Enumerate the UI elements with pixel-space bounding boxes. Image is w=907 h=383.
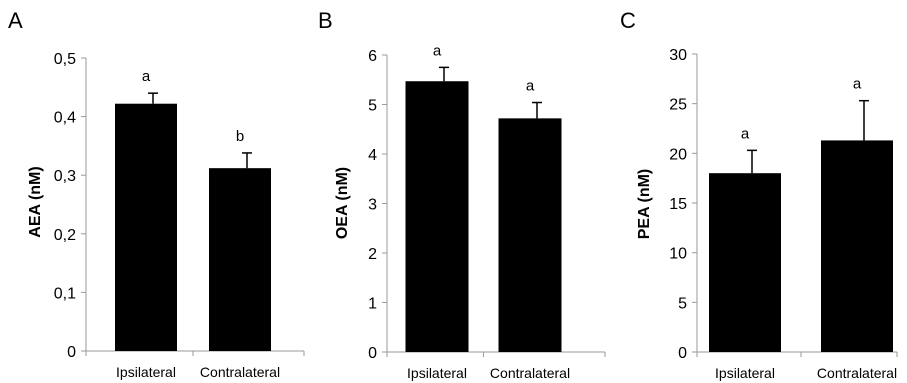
y-tick-label-a: 0,5	[54, 51, 76, 68]
y-tick-label-c: 25	[669, 97, 687, 114]
bar-b-1	[405, 81, 469, 353]
y-tick-label-b: 5	[368, 98, 377, 115]
panel-letter-c: C	[620, 8, 636, 33]
y-tick-label-a: 0,4	[54, 110, 76, 127]
y-tick-label-b: 0	[368, 345, 377, 362]
category-label-c-1: Ipsilateral	[715, 365, 775, 381]
panel-c: C PEA (nM) 0 5 10 15 20 25 30 a Ipsilateral a Cont…	[620, 8, 898, 381]
y-axis-label-a: AEA (nM)	[27, 166, 44, 237]
bar-a-2	[209, 168, 271, 351]
y-axis-label-b: OEA (nM)	[334, 167, 351, 239]
category-label-b-1: Ipsilateral	[407, 365, 467, 381]
bar-b-2	[498, 118, 562, 352]
panel-a: A AEA (nM) 0 0,1 0,2 0,3 0,4 0,5 a Ipsilateral b…	[8, 8, 305, 380]
y-tick-label-b: 1	[368, 296, 377, 313]
y-tick-label-b: 3	[368, 197, 377, 214]
significance-label-a-1: a	[142, 68, 151, 85]
significance-label-a-2: b	[236, 128, 244, 145]
y-tick-label-a: 0,1	[54, 285, 76, 302]
category-label-a-1: Ipsilateral	[116, 364, 176, 380]
panel-letter-b: B	[318, 8, 333, 33]
y-tick-label-b: 4	[368, 147, 377, 164]
y-axis-label-c: PEA (nM)	[636, 169, 653, 240]
significance-label-c-1: a	[741, 125, 750, 142]
bar-a-1	[115, 103, 177, 351]
bar-c-2	[821, 140, 893, 352]
y-tick-label-c: 5	[678, 295, 687, 312]
category-label-c-2: Contralateral	[817, 365, 897, 381]
y-tick-label-a: 0	[67, 344, 76, 361]
y-tick-label-c: 15	[669, 196, 687, 213]
y-tick-label-c: 20	[669, 146, 687, 163]
y-tick-label-b: 2	[368, 246, 377, 263]
y-tick-label-a: 0,3	[54, 168, 76, 185]
significance-label-b-1: a	[433, 42, 442, 59]
significance-label-b-2: a	[526, 78, 535, 95]
significance-label-c-2: a	[853, 76, 862, 93]
y-tick-label-c: 30	[669, 47, 687, 64]
bar-c-1	[709, 173, 781, 352]
category-label-a-2: Contralateral	[200, 364, 280, 380]
category-label-b-2: Contralateral	[490, 365, 570, 381]
panel-letter-a: A	[8, 8, 23, 33]
y-tick-label-a: 0,2	[54, 227, 76, 244]
panel-b: B OEA (nM) 0 1 2 3 4 5 6 a Ipsilateral a Contralat…	[318, 8, 606, 381]
y-tick-label-b: 6	[368, 48, 377, 65]
y-tick-label-c: 0	[678, 345, 687, 362]
y-tick-label-c: 10	[669, 246, 687, 263]
